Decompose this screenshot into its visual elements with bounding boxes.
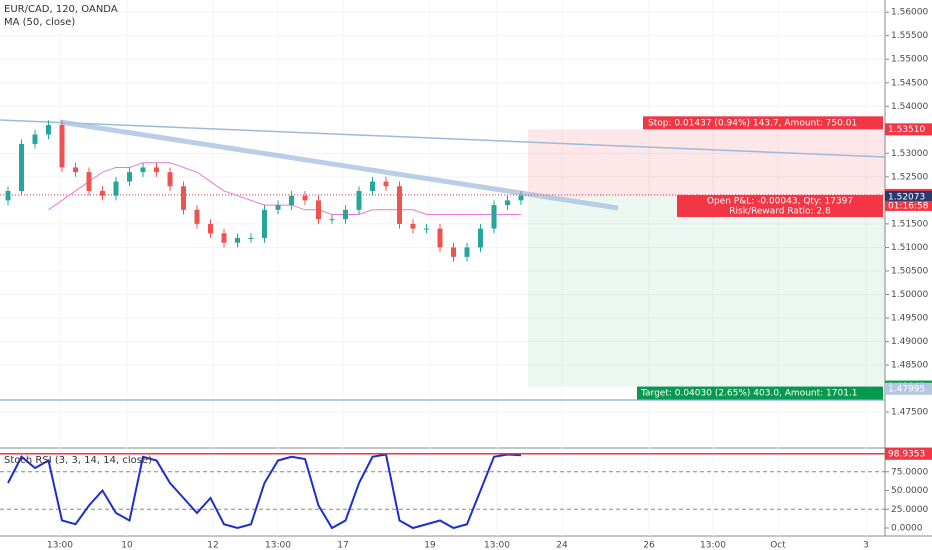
y-tick-label: 1.47500 bbox=[891, 408, 928, 418]
y-tick-label: 1.49000 bbox=[891, 337, 928, 347]
candle-body bbox=[491, 205, 497, 229]
candle-body bbox=[208, 223, 213, 234]
y-tick-label: 1.51500 bbox=[891, 219, 928, 229]
oscillator-title: Stoch RSI (3, 3, 14, 14, close) bbox=[4, 455, 152, 466]
x-tick-label: 10 bbox=[121, 541, 133, 550]
channel-line bbox=[59, 119, 619, 211]
candle-body bbox=[289, 195, 294, 206]
candle-body bbox=[397, 186, 402, 224]
candle-body bbox=[181, 186, 186, 210]
x-tick-label: 13:00 bbox=[484, 541, 510, 550]
candle-body bbox=[275, 205, 281, 210]
candle-body bbox=[59, 125, 65, 168]
y2-tick-label: 25.0000 bbox=[891, 505, 928, 515]
rsi-line bbox=[7, 453, 522, 530]
candle-body bbox=[410, 223, 416, 229]
ma-line bbox=[48, 162, 521, 215]
candle-body bbox=[221, 233, 227, 243]
candle-body bbox=[343, 209, 348, 220]
candle-body bbox=[302, 195, 308, 201]
indicator-title: MA (50, close) bbox=[4, 17, 75, 28]
price-label-box bbox=[885, 382, 932, 395]
candle-body bbox=[73, 167, 78, 173]
countdown: 01:16:58 bbox=[888, 201, 929, 211]
candle-body bbox=[248, 238, 254, 240]
x-tick-label: Oct bbox=[770, 541, 786, 550]
y-tick-label: 1.54500 bbox=[891, 78, 928, 88]
candle-body bbox=[262, 209, 267, 239]
price-label: 1.53510 bbox=[888, 125, 925, 135]
x-tick-label: 13:00 bbox=[47, 541, 73, 550]
candle-body bbox=[19, 143, 24, 191]
target-box bbox=[637, 386, 883, 400]
price-label-box bbox=[885, 123, 932, 136]
y-tick-label: 1.49500 bbox=[891, 314, 928, 324]
y-tick-label: 1.52500 bbox=[891, 172, 928, 182]
pnl-box bbox=[677, 195, 883, 217]
candle-body bbox=[140, 167, 146, 173]
x-tick-label: 3 bbox=[863, 541, 869, 550]
rsi-label-box bbox=[885, 447, 932, 460]
x-tick-label: 13:00 bbox=[700, 541, 726, 550]
candle-body bbox=[383, 181, 389, 187]
price-label-box bbox=[885, 190, 932, 203]
price-label: 1.52073 bbox=[888, 192, 925, 202]
target-annotation: Target: 0.04030 (2.65%) 403.0, Amount: 1… bbox=[640, 389, 858, 399]
stop-annotation: Stop: 0.01437 (0.94%) 143.7, Amount: 750… bbox=[648, 118, 857, 128]
candle-body bbox=[235, 238, 240, 243]
x-tick-label: 12 bbox=[207, 541, 218, 550]
candle-body bbox=[86, 172, 92, 191]
x-tick-label: 17 bbox=[337, 541, 348, 550]
candle-body bbox=[100, 190, 105, 196]
y-tick-label: 1.55000 bbox=[891, 55, 928, 65]
y-tick-label: 1.56000 bbox=[891, 8, 928, 18]
stop-box bbox=[643, 116, 883, 130]
candle-body bbox=[478, 228, 483, 248]
candle-body bbox=[464, 247, 470, 257]
candle-body bbox=[194, 209, 200, 224]
y2-tick-label: 75.0000 bbox=[891, 467, 928, 477]
candle-body bbox=[424, 228, 429, 230]
candle-body bbox=[370, 181, 375, 191]
candle-body bbox=[316, 200, 321, 220]
candle-body bbox=[356, 190, 362, 210]
price-label: 1.47995 bbox=[888, 384, 925, 394]
stop-zone bbox=[528, 129, 885, 197]
rr-annotation: Risk/Reward Ratio: 2.8 bbox=[729, 207, 831, 217]
candle-body bbox=[113, 181, 119, 196]
candle-body bbox=[32, 134, 38, 144]
countdown-box bbox=[885, 200, 932, 211]
target-zone bbox=[528, 196, 885, 387]
candle-body bbox=[154, 167, 159, 173]
pnl-annotation: Open P&L: -0.00043, Qty: 17397 bbox=[707, 197, 853, 207]
candle-body bbox=[5, 190, 11, 201]
x-tick-label: 26 bbox=[643, 541, 655, 550]
rsi-label: 98.9353 bbox=[888, 449, 925, 459]
y2-tick-label: 50.0000 bbox=[891, 486, 928, 496]
candle-body bbox=[437, 228, 443, 248]
y-tick-label: 1.53000 bbox=[891, 149, 928, 159]
x-tick-label: 24 bbox=[556, 541, 568, 550]
x-tick-label: 13:00 bbox=[265, 541, 291, 550]
y2-tick-label: 0.0000 bbox=[891, 524, 923, 534]
candle-body bbox=[451, 247, 456, 257]
trend-line bbox=[0, 119, 886, 158]
candle-body bbox=[518, 195, 524, 201]
y-tick-label: 1.54000 bbox=[891, 102, 928, 112]
y-tick-label: 1.50500 bbox=[891, 266, 928, 276]
candle-body bbox=[505, 200, 510, 206]
chart-title: EUR/CAD, 120, OANDA bbox=[4, 4, 118, 15]
y-tick-label: 1.48500 bbox=[891, 361, 928, 371]
x-tick-label: 19 bbox=[424, 541, 436, 550]
candle-body bbox=[167, 172, 173, 187]
candle-body bbox=[329, 219, 335, 221]
y-tick-label: 1.55500 bbox=[891, 31, 928, 41]
candle-body bbox=[127, 172, 132, 182]
y-tick-label: 1.50000 bbox=[891, 290, 928, 300]
candle-body bbox=[46, 125, 51, 135]
y-tick-label: 1.51000 bbox=[891, 243, 928, 253]
